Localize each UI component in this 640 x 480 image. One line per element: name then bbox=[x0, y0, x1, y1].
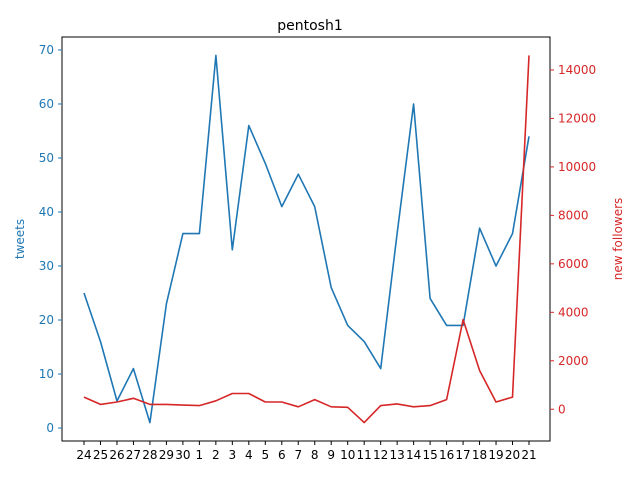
y-right-tick-label: 6000 bbox=[558, 257, 589, 271]
y-axis-left-label: tweets bbox=[13, 219, 27, 259]
y-right-tick-label: 12000 bbox=[558, 111, 596, 125]
x-tick-label: 16 bbox=[439, 448, 454, 462]
y-right-tick-label: 4000 bbox=[558, 305, 589, 319]
x-tick-label: 12 bbox=[373, 448, 388, 462]
series-line-new-followers bbox=[83, 55, 530, 424]
y-axis-right: 0 2000 4000 6000 8000 10000 12000 14000 bbox=[550, 63, 596, 416]
y-axis-right-label: new followers bbox=[611, 198, 625, 281]
y-right-tick-label: 8000 bbox=[558, 208, 589, 222]
x-tick-label: 1 bbox=[196, 448, 204, 462]
x-tick-label: 2 bbox=[212, 448, 220, 462]
y-left-tick-label: 70 bbox=[39, 43, 54, 57]
x-axis: 24 25 26 27 28 29 30 1 2 3 4 5 6 7 8 9 10 11 12 13 14 15 16 17 1… bbox=[76, 441, 537, 462]
x-tick-label: 7 bbox=[294, 448, 302, 462]
x-tick-label: 29 bbox=[159, 448, 174, 462]
y-right-tick-label: 14000 bbox=[558, 63, 596, 77]
x-tick-label: 27 bbox=[126, 448, 141, 462]
x-tick-label: 15 bbox=[422, 448, 437, 462]
plot-area-frame bbox=[61, 36, 551, 442]
x-tick-label: 20 bbox=[505, 448, 520, 462]
x-tick-label: 11 bbox=[357, 448, 372, 462]
y-left-tick-label: 60 bbox=[39, 97, 54, 111]
x-tick-label: 28 bbox=[142, 448, 157, 462]
x-tick-label: 24 bbox=[76, 448, 91, 462]
chart-title: pentosh1 bbox=[277, 18, 343, 34]
x-tick-label: 9 bbox=[327, 448, 335, 462]
y-left-tick-label: 50 bbox=[39, 151, 54, 165]
y-left-tick-label: 20 bbox=[39, 313, 54, 327]
x-tick-label: 5 bbox=[261, 448, 269, 462]
x-tick-label: 4 bbox=[245, 448, 253, 462]
y-left-tick-label: 40 bbox=[39, 205, 54, 219]
y-right-tick-label: 0 bbox=[558, 402, 566, 416]
y-right-tick-label: 2000 bbox=[558, 354, 589, 368]
x-tick-label: 19 bbox=[488, 448, 503, 462]
x-tick-label: 17 bbox=[455, 448, 470, 462]
x-tick-label: 18 bbox=[472, 448, 487, 462]
x-tick-label: 10 bbox=[340, 448, 355, 462]
y-left-tick-label: 30 bbox=[39, 259, 54, 273]
y-left-tick-label: 10 bbox=[39, 367, 54, 381]
y-axis-left: 0 10 20 30 40 50 60 70 bbox=[39, 43, 62, 435]
x-tick-label: 3 bbox=[229, 448, 237, 462]
x-tick-label: 26 bbox=[109, 448, 124, 462]
series-layer bbox=[83, 54, 530, 424]
y-left-tick-label: 0 bbox=[46, 421, 54, 435]
x-tick-label: 8 bbox=[311, 448, 319, 462]
x-tick-label: 25 bbox=[93, 448, 108, 462]
x-tick-label: 14 bbox=[406, 448, 421, 462]
y-right-tick-label: 10000 bbox=[558, 160, 596, 174]
x-tick-label: 30 bbox=[175, 448, 190, 462]
x-tick-label: 13 bbox=[390, 448, 405, 462]
x-tick-label: 6 bbox=[278, 448, 286, 462]
x-tick-label: 21 bbox=[521, 448, 536, 462]
series-line-tweets bbox=[83, 54, 530, 424]
